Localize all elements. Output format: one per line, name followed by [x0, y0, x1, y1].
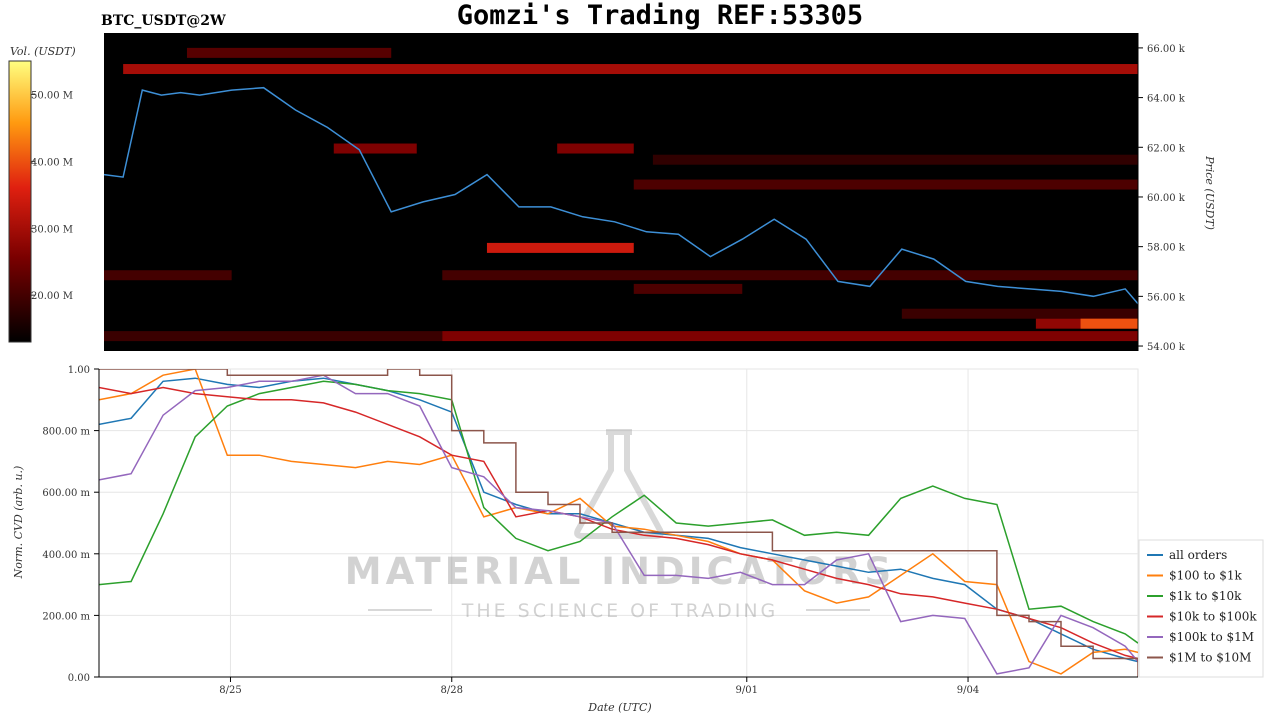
cvd-x-axis-label: Date (UTC): [587, 701, 651, 714]
price-tick-label: 54.00 k: [1147, 342, 1186, 353]
heat-band: [186, 47, 392, 58]
colorbar-tick-label: 40.00 M: [31, 157, 73, 168]
cvd-series-line: [99, 369, 1138, 677]
price-tick-label: 56.00 k: [1147, 292, 1186, 303]
cvd-y-tick-label: 200.00 m: [42, 611, 90, 622]
cvd-series-line: [99, 374, 1138, 675]
pair-label: BTC_USDT@2W: [101, 13, 226, 29]
colorbar: [8, 60, 32, 343]
price-tick-label: 60.00 k: [1147, 193, 1186, 204]
legend-entry-label: $1M to $10M: [1169, 651, 1251, 665]
price-tick-label: 58.00 k: [1147, 243, 1186, 254]
price-line: [104, 86, 1138, 305]
heat-band: [652, 154, 1138, 165]
heat-band: [123, 64, 1138, 75]
heat-band: [333, 143, 417, 154]
cvd-x-tick-label: 9/04: [957, 685, 979, 696]
price-axis: 54.00 k 56.00 k 58.00 k 60.00 k 62.00 k 64.00…: [1137, 33, 1186, 353]
cvd-y-tick-label: 800.00 m: [42, 427, 90, 438]
heat-band: [442, 331, 1138, 342]
cvd-y-tick-label: 1.00: [68, 365, 90, 376]
cvd-series: [99, 369, 1138, 677]
cvd-x-tick-label: 8/25: [219, 685, 241, 696]
liquidity-heat-bands: [104, 47, 1138, 342]
cvd-x-tick-label: 8/28: [441, 685, 463, 696]
cvd-y-tick-label: 0.00: [68, 673, 90, 684]
heat-band: [557, 143, 634, 154]
legend: all orders $100 to $1k $1k to $10k $10k to …: [1138, 539, 1264, 678]
heat-band: [901, 308, 1138, 319]
cvd-plot-area: [98, 368, 1139, 678]
cvd-series-line: [99, 369, 1138, 675]
heat-band: [633, 283, 743, 294]
price-tick-label: 64.00 k: [1147, 94, 1186, 105]
cvd-y-axis-label: Norm. CVD (arb. u.): [12, 466, 25, 580]
cvd-series-line: [99, 380, 1138, 644]
colorbar-ticks: 50.00 M 40.00 M 30.00 M 20.00 M: [31, 90, 73, 302]
heat-band: [633, 179, 1138, 190]
price-tick-label: 66.00 k: [1147, 44, 1186, 55]
price-tick-label: 62.00 k: [1147, 143, 1186, 154]
watermark-line2: THE SCIENCE OF TRADING: [461, 600, 779, 622]
cvd-y-tick-label: 600.00 m: [42, 488, 90, 499]
cvd-axes: 0.00 200.00 m 400.00 m 600.00 m 800.00 m 1.00…: [42, 365, 979, 696]
chart-title: Gomzi's Trading REF:53305: [457, 0, 863, 31]
legend-entry-label: $100k to $1M: [1169, 630, 1254, 644]
colorbar-label: Vol. (USDT): [10, 45, 76, 58]
colorbar-tick-label: 30.00 M: [31, 224, 73, 235]
legend-entry-label: $10k to $100k: [1169, 610, 1257, 624]
heat-band: [104, 270, 232, 281]
legend-entry-label: $1k to $10k: [1169, 589, 1242, 603]
colorbar-tick-label: 50.00 M: [31, 90, 73, 101]
cvd-x-tick-label: 9/01: [736, 685, 758, 696]
heat-band: [1080, 318, 1138, 329]
legend-box: [1138, 539, 1264, 678]
cvd-y-tick-label: 400.00 m: [42, 550, 90, 561]
heat-band: [442, 270, 1138, 281]
colorbar-tick-label: 20.00 M: [31, 291, 73, 302]
legend-entry-label: $100 to $1k: [1169, 569, 1242, 583]
heat-band: [104, 331, 443, 342]
legend-entry-label: all orders: [1169, 548, 1227, 562]
heat-band: [486, 242, 634, 253]
price-axis-label: Price (USDT): [1203, 155, 1216, 230]
heatmap-background: [104, 33, 1138, 351]
